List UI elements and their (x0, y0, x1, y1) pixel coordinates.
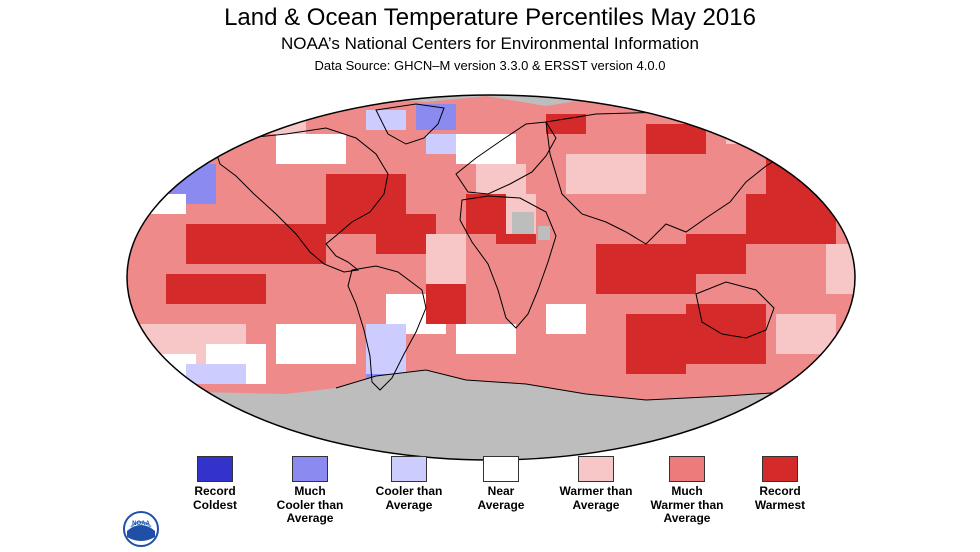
anomaly-cell (776, 314, 836, 354)
europe-outline (455, 121, 557, 195)
no-data-cell (512, 212, 534, 234)
noaa-logo-text: NOAA (132, 521, 150, 527)
anomaly-cell (646, 124, 706, 154)
legend-label-near-average: Near Average (477, 484, 525, 512)
legend-item-record-coldest: Record Coldest (160, 456, 270, 512)
legend-swatch-near-average (483, 456, 519, 482)
anomaly-cell (136, 194, 186, 214)
anomaly-cell (186, 224, 326, 264)
legend-label-cooler: Cooler than Average (375, 484, 443, 512)
africa-outline (459, 195, 557, 329)
anomaly-cell (546, 114, 586, 134)
anomaly-cell (816, 154, 846, 184)
anomaly-cell (426, 284, 466, 324)
north-america-outline (213, 127, 389, 273)
legend-label-record-coldest: Record Coldest (192, 484, 237, 512)
legend-label-much-cooler: Much Cooler than Average (276, 484, 344, 525)
anomaly-cell (686, 304, 766, 364)
legend-item-record-warmest: Record Warmest (725, 456, 835, 512)
legend-label-record-warmest: Record Warmest (754, 484, 806, 512)
anomaly-cell (276, 324, 356, 364)
anomaly-cell (566, 154, 646, 194)
legend-label-warmer: Warmer than Average (559, 484, 633, 512)
page-title: Land & Ocean Temperature Percentiles May… (224, 4, 756, 31)
legend-label-much-warmer: Much Warmer than Average (650, 484, 724, 525)
greenland-outline (375, 103, 445, 145)
anomaly-cell (466, 194, 506, 234)
anomaly-cell (596, 244, 696, 294)
south-america-outline (347, 265, 427, 391)
legend-swatch-record-coldest (197, 456, 233, 482)
map-land-outlines (213, 103, 787, 401)
noaa-logo-icon: NOAA (123, 511, 159, 547)
legend-item-warmer: Warmer than Average (541, 456, 651, 512)
legend-item-much-warmer: Much Warmer than Average (632, 456, 742, 526)
legend-item-much-cooler: Much Cooler than Average (255, 456, 365, 526)
anomaly-cell (456, 134, 516, 164)
legend-swatch-record-warmest (762, 456, 798, 482)
antarctica-coast-outline (335, 369, 787, 401)
legend-swatch-cooler (391, 456, 427, 482)
anomaly-cell (826, 244, 855, 294)
temperature-percentile-map (126, 94, 856, 461)
australia-outline (695, 281, 775, 339)
anomaly-cell (366, 110, 406, 130)
anomaly-cell (276, 134, 346, 164)
legend-swatch-much-warmer (669, 456, 705, 482)
anomaly-cell (166, 274, 266, 304)
data-source-text: Data Source: GHCN–M version 3.3.0 & ERSS… (314, 58, 666, 73)
legend-swatch-warmer (578, 456, 614, 482)
legend-swatch-much-cooler (292, 456, 328, 482)
anomaly-cell (546, 304, 586, 334)
legend-item-near-average: Near Average (446, 456, 556, 512)
anomaly-cell (626, 314, 686, 374)
anomaly-cell (686, 234, 746, 274)
anomaly-cell (426, 134, 456, 154)
anomaly-cell (186, 364, 246, 384)
anomaly-cell (366, 324, 406, 374)
no-data-cell (538, 226, 550, 240)
page-subtitle: NOAA’s National Centers for Environmenta… (281, 34, 699, 53)
anomaly-cell (456, 324, 516, 354)
anomaly-cell (726, 114, 786, 144)
legend-item-cooler: Cooler than Average (354, 456, 464, 512)
